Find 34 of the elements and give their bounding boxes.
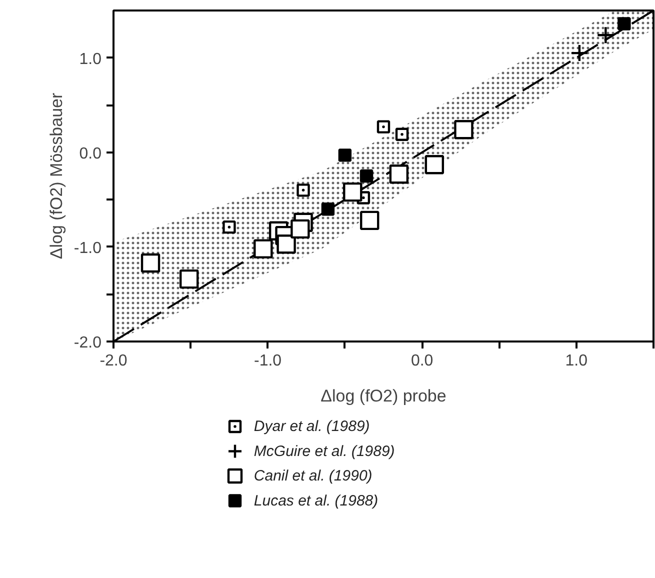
point xyxy=(360,210,380,230)
point xyxy=(276,234,296,254)
point xyxy=(360,169,374,183)
point xyxy=(180,269,199,289)
point xyxy=(618,17,631,30)
point xyxy=(395,128,409,141)
y-tick-label: -1.0 xyxy=(74,240,102,257)
point xyxy=(570,44,589,62)
legend-label: Canil et al. (1990) xyxy=(254,468,372,484)
point xyxy=(222,220,236,234)
point xyxy=(376,120,390,134)
x-tick-label: 1.0 xyxy=(565,352,588,370)
legend-label: McGuire et al. (1989) xyxy=(254,442,395,460)
point xyxy=(424,155,444,174)
point xyxy=(596,26,615,44)
legend-label: Lucas et al. (1988) xyxy=(254,492,378,510)
point xyxy=(338,148,352,162)
point xyxy=(254,239,273,258)
x-tick-label: -1.0 xyxy=(254,352,282,370)
y-tick-label: 1.0 xyxy=(79,50,102,68)
y-axis-title: Δlog (fO2) Mössbauer xyxy=(46,92,66,260)
x-axis-title: Δlog (fO2) probe xyxy=(320,386,446,406)
legend-label: Dyar et al. (1989) xyxy=(254,418,370,435)
point xyxy=(454,120,474,140)
x-tick-label: -2.0 xyxy=(100,352,128,370)
point xyxy=(290,219,310,239)
y-tick-label: 0.0 xyxy=(79,145,102,162)
y-tick-label: -2.0 xyxy=(74,334,102,352)
point xyxy=(389,164,409,184)
point xyxy=(296,184,310,197)
point xyxy=(140,253,160,273)
point xyxy=(343,182,362,202)
x-tick-label: 0.0 xyxy=(410,352,434,370)
point xyxy=(321,202,335,216)
